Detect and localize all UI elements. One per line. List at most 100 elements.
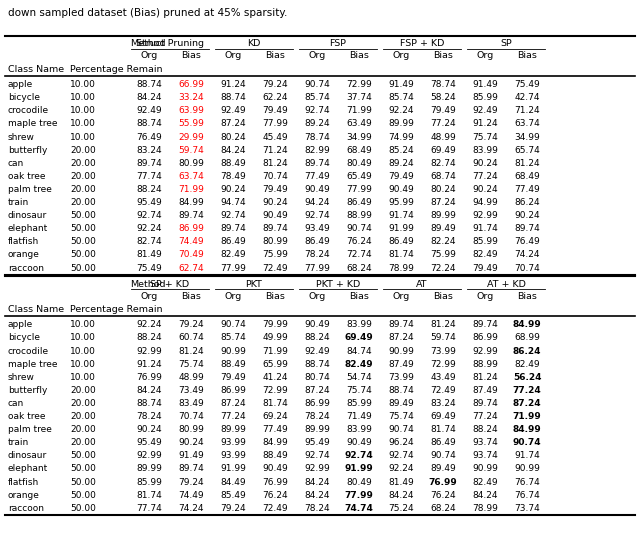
Text: 87.24: 87.24 <box>513 399 541 408</box>
Text: 89.49: 89.49 <box>430 464 456 473</box>
Text: down sampled dataset (Bias) pruned at 45% sparsity.: down sampled dataset (Bias) pruned at 45… <box>8 8 287 18</box>
Text: 90.24: 90.24 <box>472 185 498 194</box>
Text: 88.74: 88.74 <box>136 399 162 408</box>
Text: 90.99: 90.99 <box>514 464 540 473</box>
Text: 90.74: 90.74 <box>220 320 246 329</box>
Text: 34.99: 34.99 <box>346 133 372 142</box>
Text: can: can <box>8 399 24 408</box>
Text: Org: Org <box>140 292 157 301</box>
Text: 83.99: 83.99 <box>472 146 498 155</box>
Text: 91.99: 91.99 <box>388 224 414 233</box>
Text: 56.24: 56.24 <box>513 373 541 382</box>
Text: 63.49: 63.49 <box>346 120 372 128</box>
Text: palm tree: palm tree <box>8 185 52 194</box>
Text: FSP + KD: FSP + KD <box>400 39 444 49</box>
Text: oak tree: oak tree <box>8 412 45 421</box>
Text: 79.24: 79.24 <box>178 320 204 329</box>
Text: crocodile: crocodile <box>8 107 49 115</box>
Text: 89.74: 89.74 <box>262 224 288 233</box>
Text: 90.24: 90.24 <box>262 198 288 207</box>
Text: 88.24: 88.24 <box>472 425 498 434</box>
Text: Org: Org <box>308 51 326 61</box>
Text: raccoon: raccoon <box>8 504 44 513</box>
Text: 79.49: 79.49 <box>472 263 498 273</box>
Text: 92.74: 92.74 <box>304 451 330 460</box>
Text: 79.49: 79.49 <box>262 185 288 194</box>
Text: 71.24: 71.24 <box>514 107 540 115</box>
Text: 92.74: 92.74 <box>388 451 414 460</box>
Text: 77.74: 77.74 <box>136 172 162 181</box>
Text: 20.00: 20.00 <box>70 425 96 434</box>
Text: 89.74: 89.74 <box>388 320 414 329</box>
Text: 88.74: 88.74 <box>220 93 246 102</box>
Text: 20.00: 20.00 <box>70 146 96 155</box>
Text: 37.74: 37.74 <box>346 93 372 102</box>
Text: 76.24: 76.24 <box>262 491 288 500</box>
Text: 90.74: 90.74 <box>346 224 372 233</box>
Text: 84.99: 84.99 <box>262 438 288 447</box>
Text: Bias: Bias <box>349 51 369 61</box>
Text: bicycle: bicycle <box>8 93 40 102</box>
Text: 92.74: 92.74 <box>304 107 330 115</box>
Text: 89.74: 89.74 <box>220 224 246 233</box>
Text: 80.24: 80.24 <box>430 185 456 194</box>
Text: 75.74: 75.74 <box>346 386 372 395</box>
Text: bicycle: bicycle <box>8 333 40 342</box>
Text: 73.74: 73.74 <box>514 504 540 513</box>
Text: 81.49: 81.49 <box>388 478 414 486</box>
Text: 85.74: 85.74 <box>304 93 330 102</box>
Text: 43.49: 43.49 <box>430 373 456 382</box>
Text: 84.49: 84.49 <box>220 478 246 486</box>
Text: 48.99: 48.99 <box>430 133 456 142</box>
Text: 42.74: 42.74 <box>515 93 540 102</box>
Text: 74.74: 74.74 <box>344 504 373 513</box>
Text: 69.24: 69.24 <box>262 412 288 421</box>
Text: 90.49: 90.49 <box>388 185 414 194</box>
Text: 89.49: 89.49 <box>388 399 414 408</box>
Text: Org: Org <box>392 292 410 301</box>
Text: 87.24: 87.24 <box>220 399 246 408</box>
Text: Org: Org <box>140 51 157 61</box>
Text: 92.24: 92.24 <box>136 320 162 329</box>
Text: 84.74: 84.74 <box>346 347 372 355</box>
Text: Org: Org <box>476 292 493 301</box>
Text: Bias: Bias <box>181 51 201 61</box>
Text: 10.00: 10.00 <box>70 320 96 329</box>
Text: 80.49: 80.49 <box>346 159 372 168</box>
Text: 86.49: 86.49 <box>220 237 246 246</box>
Text: 92.49: 92.49 <box>472 107 498 115</box>
Text: 92.99: 92.99 <box>472 347 498 355</box>
Text: 59.74: 59.74 <box>178 146 204 155</box>
Text: 71.99: 71.99 <box>513 412 541 421</box>
Text: 50.00: 50.00 <box>70 451 96 460</box>
Text: 77.99: 77.99 <box>262 120 288 128</box>
Text: 86.24: 86.24 <box>513 347 541 355</box>
Text: SP: SP <box>500 39 512 49</box>
Text: 92.49: 92.49 <box>220 107 246 115</box>
Text: 69.49: 69.49 <box>430 146 456 155</box>
Text: 71.99: 71.99 <box>178 185 204 194</box>
Text: 65.49: 65.49 <box>346 172 372 181</box>
Text: 91.49: 91.49 <box>388 80 414 89</box>
Text: 82.49: 82.49 <box>514 360 540 368</box>
Text: 89.99: 89.99 <box>304 425 330 434</box>
Text: Percentage Remain: Percentage Remain <box>70 305 163 314</box>
Text: 91.24: 91.24 <box>136 360 162 368</box>
Text: apple: apple <box>8 320 33 329</box>
Text: 91.74: 91.74 <box>388 211 414 220</box>
Text: 78.24: 78.24 <box>136 412 162 421</box>
Text: 84.24: 84.24 <box>304 491 330 500</box>
Text: 88.74: 88.74 <box>136 120 162 128</box>
Text: 20.00: 20.00 <box>70 386 96 395</box>
Text: 63.99: 63.99 <box>178 107 204 115</box>
Text: 89.74: 89.74 <box>304 159 330 168</box>
Text: 20.00: 20.00 <box>70 198 96 207</box>
Text: 72.49: 72.49 <box>262 504 288 513</box>
Text: 93.99: 93.99 <box>220 451 246 460</box>
Text: 50.00: 50.00 <box>70 211 96 220</box>
Text: AT: AT <box>416 280 428 289</box>
Text: 10.00: 10.00 <box>70 360 96 368</box>
Text: 74.99: 74.99 <box>388 133 414 142</box>
Text: 82.49: 82.49 <box>472 250 498 260</box>
Text: 92.74: 92.74 <box>304 211 330 220</box>
